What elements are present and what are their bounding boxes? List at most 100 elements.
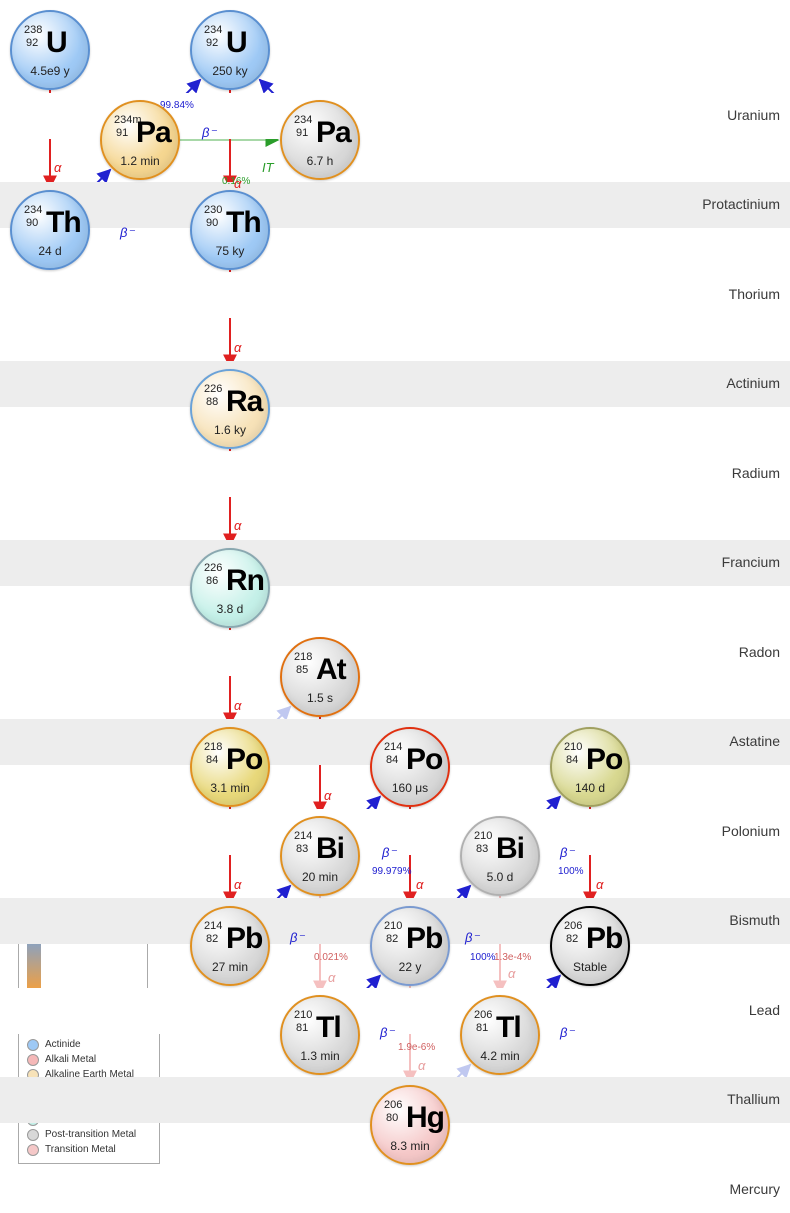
element-band [0, 1167, 790, 1213]
half-life: 27 min [192, 960, 268, 974]
nuclide-u234[interactable]: 23492U250 ky [190, 10, 270, 90]
atomic-number: 86 [206, 575, 218, 587]
element-band [0, 182, 790, 228]
mass-number: 206 [474, 1009, 492, 1021]
atomic-number: 91 [116, 127, 128, 139]
half-life: 8.3 min [372, 1139, 448, 1153]
legend-swatch [27, 1054, 39, 1066]
element-symbol: Th [46, 206, 81, 240]
band-label: Thorium [729, 286, 780, 302]
atomic-number: 90 [206, 217, 218, 229]
half-life: 140 d [552, 781, 628, 795]
band-label: Bismuth [729, 912, 780, 928]
decay-label: α [418, 1058, 425, 1073]
element-symbol: Po [586, 743, 622, 777]
element-symbol: Rn [226, 564, 264, 598]
element-symbol: Pb [586, 922, 622, 956]
branching-pct: 100% [558, 866, 584, 877]
nuclide-rn222[interactable]: 22686Rn3.8 d [190, 548, 270, 628]
band-label: Lead [749, 1002, 780, 1018]
nuclide-th234[interactable]: 23490Th24 d [10, 190, 90, 270]
half-life: 1.5 s [282, 691, 358, 705]
branching-pct: 100% [470, 952, 496, 963]
mass-number: 206 [384, 1099, 402, 1111]
legend-label: Alkali Metal [45, 1054, 96, 1065]
element-symbol: Pa [136, 116, 171, 150]
element-band [0, 361, 790, 407]
decay-label: α [234, 518, 241, 533]
atomic-number: 84 [206, 754, 218, 766]
legend-item: Transition Metal [27, 1142, 151, 1157]
half-life: 5.0 d [462, 870, 538, 884]
half-life: 3.1 min [192, 781, 268, 795]
element-symbol: Hg [406, 1101, 444, 1135]
element-symbol: Ra [226, 385, 262, 419]
element-band [0, 988, 790, 1034]
mass-number: 214 [384, 741, 402, 753]
nuclide-pb214[interactable]: 21482Pb27 min [190, 906, 270, 986]
nuclide-pb206[interactable]: 20682PbStable [550, 906, 630, 986]
half-life: 4.5e9 y [12, 64, 88, 78]
decay-label: α [54, 160, 61, 175]
atomic-number: 81 [476, 1022, 488, 1034]
nuclide-at218[interactable]: 21885At1.5 s [280, 637, 360, 717]
mass-number: 210 [474, 830, 492, 842]
nuclide-u238[interactable]: 23892U4.5e9 y [10, 10, 90, 90]
decay-label: α [234, 698, 241, 713]
mass-number: 210 [564, 741, 582, 753]
mass-number: 218 [204, 741, 222, 753]
element-symbol: Pa [316, 116, 351, 150]
atomic-number: 84 [386, 754, 398, 766]
element-symbol: Pb [406, 922, 442, 956]
nuclide-tl206[interactable]: 20681Tl4.2 min [460, 995, 540, 1075]
nuclide-pa234[interactable]: 23491Pa6.7 h [280, 100, 360, 180]
atomic-number: 90 [26, 217, 38, 229]
nuclide-bi210[interactable]: 21083Bi5.0 d [460, 816, 540, 896]
legend-item: Alkali Metal [27, 1052, 151, 1067]
atomic-number: 85 [296, 664, 308, 676]
nuclide-pa234m[interactable]: 234m91Pa1.2 min [100, 100, 180, 180]
decay-label: α [234, 877, 241, 892]
mass-number: 214 [294, 830, 312, 842]
element-symbol: Bi [316, 832, 344, 866]
band-label: Astatine [729, 733, 780, 749]
atomic-number: 82 [386, 933, 398, 945]
legend-item: Post-transition Metal [27, 1127, 151, 1142]
nuclide-ra226[interactable]: 22688Ra1.6 ky [190, 369, 270, 449]
half-life: 160 μs [372, 781, 448, 795]
atomic-number: 82 [566, 933, 578, 945]
mass-number: 238 [24, 24, 42, 36]
half-life: 4.2 min [462, 1049, 538, 1063]
mass-number: 234 [294, 114, 312, 126]
nuclide-po218[interactable]: 21884Po3.1 min [190, 727, 270, 807]
band-label: Uranium [727, 107, 780, 123]
mass-number: 234 [24, 204, 42, 216]
nuclide-th230[interactable]: 23090Th75 ky [190, 190, 270, 270]
atomic-number: 84 [566, 754, 578, 766]
branching-pct: 1.3e-4% [494, 952, 531, 963]
legend-item: Actinide [27, 1037, 151, 1052]
element-symbol: U [46, 26, 67, 60]
band-label: Francium [722, 554, 780, 570]
half-life: 1.3 min [282, 1049, 358, 1063]
band-label: Radium [732, 465, 780, 481]
nuclide-tl210[interactable]: 21081Tl1.3 min [280, 995, 360, 1075]
element-symbol: Tl [316, 1011, 341, 1045]
decay-label: α [328, 970, 335, 985]
atomic-number: 92 [206, 37, 218, 49]
nuclide-pb210[interactable]: 21082Pb22 y [370, 906, 450, 986]
mass-number: 226 [204, 383, 222, 395]
mass-number: 206 [564, 920, 582, 932]
half-life: 20 min [282, 870, 358, 884]
band-label: Thallium [727, 1091, 780, 1107]
decay-label: α [324, 788, 331, 803]
half-life: 1.2 min [102, 154, 178, 168]
nuclide-hg206[interactable]: 20680Hg8.3 min [370, 1085, 450, 1165]
nuclide-bi214[interactable]: 21483Bi20 min [280, 816, 360, 896]
nuclide-po210[interactable]: 21084 Po 140 d [550, 727, 630, 807]
mass-number: 234 [204, 24, 222, 36]
half-life: 250 ky [192, 64, 268, 78]
nuclide-po214[interactable]: 21484Po160 μs [370, 727, 450, 807]
atomic-number: 82 [206, 933, 218, 945]
legend-label: Transition Metal [45, 1144, 116, 1155]
